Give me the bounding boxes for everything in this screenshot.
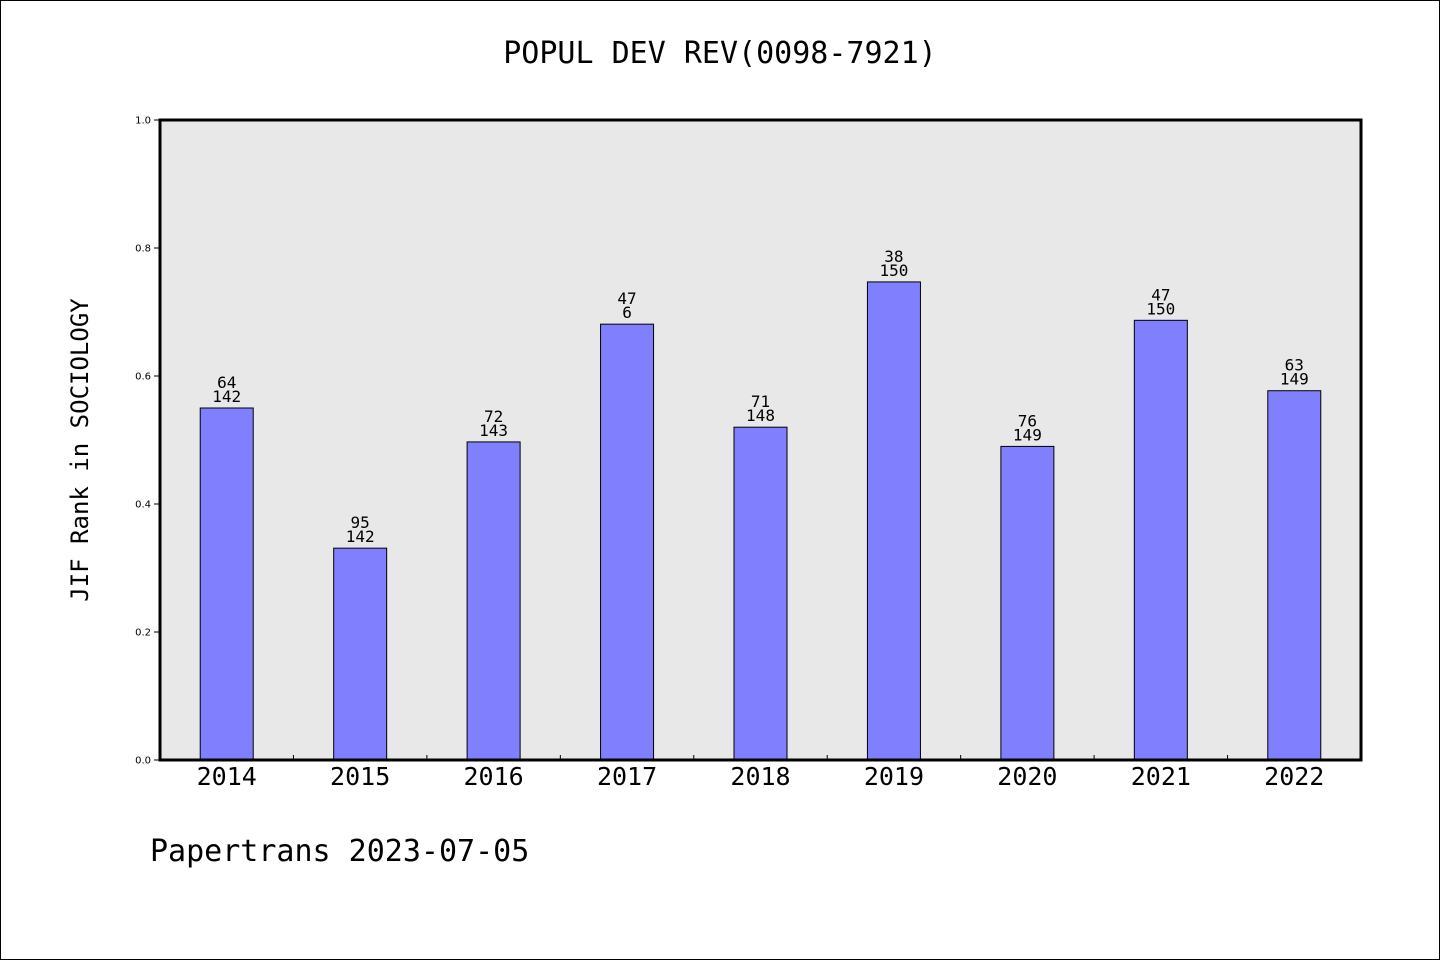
bar-2019: [866, 281, 921, 761]
bar-2016: [466, 441, 521, 761]
bar-2022: [1267, 390, 1322, 761]
x-tick-label: 2022: [1264, 762, 1324, 791]
y-tick-label: 1.0: [135, 116, 151, 127]
bar-label-total: 149: [1280, 370, 1309, 389]
bar-label-total: 149: [1013, 425, 1042, 444]
footer-credit: Papertrans 2023-07-05: [150, 834, 530, 869]
x-tick-label: 2021: [1131, 762, 1191, 791]
bar-label-total: 150: [1146, 299, 1175, 318]
bar-label-rank: 47: [617, 289, 636, 308]
x-tick-label: 2018: [730, 762, 790, 791]
bar-label-rank: 71: [751, 392, 770, 411]
y-tick-label: 0.8: [135, 244, 151, 255]
bar-label-rank: 63: [1285, 356, 1304, 375]
x-tick-label: 2014: [197, 762, 257, 791]
bar-label-total: 6: [622, 303, 632, 322]
bar-label-rank: 72: [484, 407, 503, 426]
bar-label-rank: 38: [884, 247, 903, 266]
bar-label-total: 150: [879, 261, 908, 280]
x-tick-label: 2016: [464, 762, 524, 791]
bar-label-rank: 47: [1151, 285, 1170, 304]
bar-label-total: 148: [746, 406, 775, 425]
y-tick-label: 0.0: [135, 756, 151, 767]
bar-label-rank: 76: [1018, 411, 1037, 430]
y-tick-label: 0.4: [135, 500, 151, 511]
chart-title: POPUL DEV REV(0098-7921): [503, 36, 937, 71]
plot-border: [158, 118, 1363, 762]
bar-label-rank: 95: [351, 513, 370, 532]
bar-label-total: 142: [346, 527, 375, 546]
bar-2017: [600, 323, 655, 761]
bar-label-total: 142: [212, 387, 241, 406]
bar-2015: [333, 547, 388, 761]
bar-2020: [1000, 445, 1055, 761]
x-tick-label: 2019: [864, 762, 924, 791]
bar-2018: [733, 426, 788, 761]
x-tick-label: 2017: [597, 762, 657, 791]
y-tick-label: 0.6: [135, 372, 151, 383]
bar-2021: [1133, 319, 1188, 761]
bar-2014: [199, 407, 254, 761]
bar-label-rank: 64: [217, 373, 236, 392]
bar-label-total: 143: [479, 421, 508, 440]
y-tick-label: 0.2: [135, 628, 151, 639]
x-tick-label: 2020: [997, 762, 1057, 791]
x-tick-label: 2015: [330, 762, 390, 791]
